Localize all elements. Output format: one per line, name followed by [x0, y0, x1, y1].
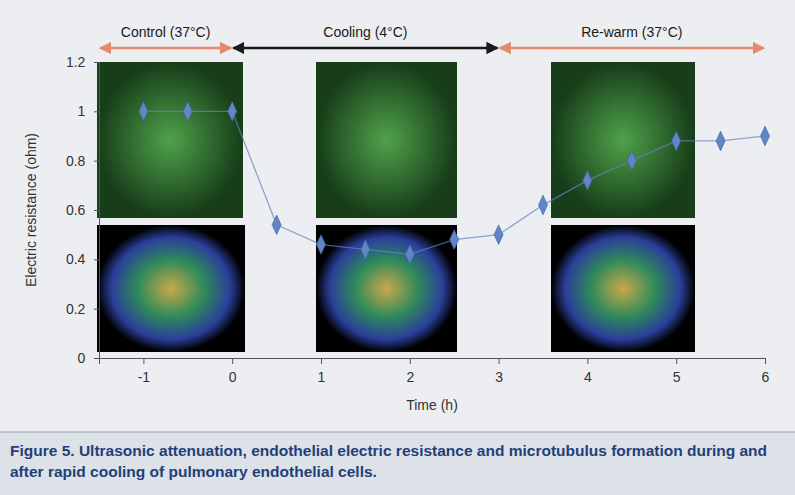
y-tick-label: 1 — [78, 103, 86, 119]
phase-arrow — [500, 47, 764, 50]
x-tick: 1 — [318, 358, 326, 385]
data-point — [539, 195, 548, 214]
data-line — [143, 111, 765, 254]
y-tick: 0.4 — [66, 251, 99, 267]
data-point — [228, 102, 237, 121]
caption: Figure 5. Ultrasonic attenuation, endoth… — [10, 440, 782, 482]
x-tick-mark — [765, 358, 766, 364]
afm-image — [97, 225, 245, 352]
figure: -1 0 1 2 3 4 5 6 0 0.2 0.4 0.6 0.8 1 1.2 Time (h) Electr… — [0, 0, 795, 495]
x-tick: 6 — [762, 358, 770, 385]
figure-background — [0, 0, 795, 432]
x-tick-label: 5 — [673, 369, 681, 385]
x-tick-mark — [143, 358, 144, 364]
data-point — [139, 102, 148, 121]
phase-label: Re-warm (37°C) — [581, 24, 682, 40]
data-point — [672, 131, 681, 150]
y-axis: 0 0.2 0.4 0.6 0.8 1 1.2 — [66, 54, 100, 366]
x-tick-label: -1 — [138, 369, 151, 385]
data-point — [627, 151, 636, 170]
data-point — [716, 131, 725, 150]
caption-background — [0, 432, 795, 495]
y-tick-label: 1.2 — [66, 54, 86, 70]
data-point — [761, 126, 770, 145]
y-tick-mark — [94, 358, 99, 359]
data-point — [183, 102, 192, 121]
y-tick: 0.2 — [66, 301, 99, 317]
y-axis-line — [94, 63, 100, 359]
x-tick: 5 — [673, 358, 681, 385]
x-tick-label: 0 — [229, 369, 237, 385]
y-tick-mark — [94, 210, 99, 211]
x-tick: 4 — [584, 358, 592, 385]
y-tick-mark — [94, 309, 99, 310]
phase-label: Cooling (4°C) — [323, 24, 407, 40]
y-tick: 1 — [78, 103, 99, 119]
y-tick: 0 — [78, 350, 99, 366]
data-point — [450, 230, 459, 249]
y-tick-mark — [94, 62, 99, 63]
x-axis: -1 0 1 2 3 4 5 6 — [100, 358, 770, 385]
data-point — [272, 215, 281, 234]
chart-svg: -1 0 1 2 3 4 5 6 0 0.2 0.4 0.6 0.8 1 1.2 Time (h) Electr… — [0, 0, 795, 495]
x-tick-mark — [232, 358, 233, 364]
x-tick-label: 3 — [495, 369, 503, 385]
x-tick: 2 — [406, 358, 414, 385]
data-point — [361, 240, 370, 259]
y-tick-mark — [94, 259, 99, 260]
y-tick-mark — [94, 111, 99, 112]
fluorescence-image — [551, 62, 695, 218]
y-tick-mark — [94, 161, 99, 162]
data-point — [405, 245, 414, 264]
y-tick-label: 0.4 — [66, 251, 86, 267]
x-tick-label: 6 — [762, 369, 770, 385]
phase-arrow — [233, 47, 497, 50]
plot-area — [139, 102, 770, 265]
y-tick-label: 0.6 — [66, 202, 86, 218]
afm-image — [551, 225, 695, 352]
x-tick-label: 4 — [584, 369, 592, 385]
y-tick: 0.8 — [66, 153, 99, 169]
x-tick-mark — [321, 358, 322, 364]
x-tick-mark — [587, 358, 588, 364]
y-tick: 0.6 — [66, 202, 99, 218]
x-tick-label: 2 — [406, 369, 414, 385]
x-tick-label: 1 — [318, 369, 326, 385]
data-point — [494, 225, 503, 244]
y-tick-label: 0.8 — [66, 153, 86, 169]
x-tick: -1 — [138, 358, 151, 385]
phase-arrow — [100, 47, 231, 50]
x-tick: 3 — [495, 358, 503, 385]
data-point — [583, 171, 592, 190]
y-tick: 1.2 — [66, 54, 99, 70]
fluorescence-image — [97, 62, 243, 218]
afm-image — [316, 225, 457, 352]
caption-rule — [0, 432, 795, 433]
x-axis-line — [100, 359, 766, 365]
x-tick-mark — [499, 358, 500, 364]
y-tick-label: 0.2 — [66, 301, 86, 317]
x-tick-mark — [676, 358, 677, 364]
phase-label: Control (37°C) — [121, 24, 211, 40]
x-tick: 0 — [229, 358, 237, 385]
y-tick-label: 0 — [78, 350, 86, 366]
y-axis-title: Electric resistance (ohm) — [23, 133, 39, 287]
x-axis-title: Time (h) — [406, 397, 458, 413]
data-point — [317, 235, 326, 254]
fluorescence-image — [316, 62, 457, 218]
x-tick-mark — [410, 358, 411, 364]
